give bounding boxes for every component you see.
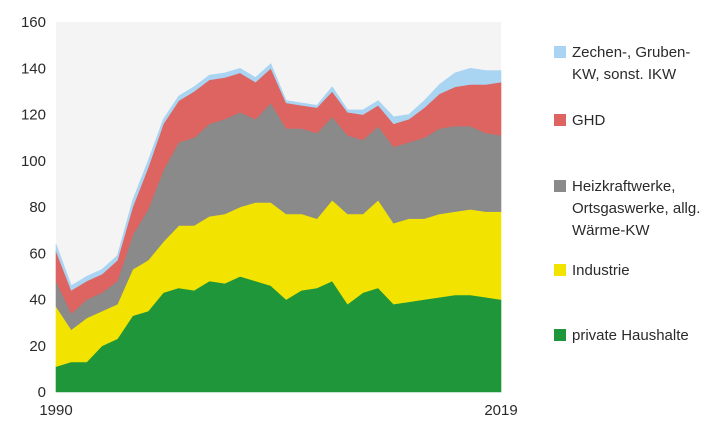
legend: Zechen-, Gruben- KW, sonst. IKW GHD Heizkra… xyxy=(554,44,700,344)
y-tick-label: 80 xyxy=(29,199,46,216)
x-tick-label: 1990 xyxy=(39,402,72,419)
legend-label: GHD xyxy=(572,112,606,129)
legend-swatch xyxy=(554,46,566,58)
y-tick-label: 60 xyxy=(29,245,46,262)
legend-label: private Haushalte xyxy=(572,327,689,344)
y-tick-label: 100 xyxy=(21,153,46,170)
y-tick-label: 20 xyxy=(29,338,46,355)
y-tick-label: 160 xyxy=(21,14,46,31)
legend-label: Zechen-, Gruben- xyxy=(572,44,690,61)
legend-label: Industrie xyxy=(572,262,630,279)
y-tick-label: 0 xyxy=(38,384,46,401)
area-layers xyxy=(55,63,502,393)
legend-swatch xyxy=(554,180,566,192)
y-tick-label: 40 xyxy=(29,292,46,309)
legend-swatch xyxy=(554,114,566,126)
legend-label: Ortsgaswerke, allg. xyxy=(572,200,700,217)
x-tick-label: 2019 xyxy=(484,402,517,419)
legend-swatch xyxy=(554,264,566,276)
x-axis: 1990 2019 xyxy=(39,402,517,419)
y-tick-label: 140 xyxy=(21,60,46,77)
legend-label: KW, sonst. IKW xyxy=(572,66,677,83)
area-series-4 xyxy=(55,63,502,291)
legend-label: Wärme-KW xyxy=(572,222,650,239)
y-tick-label: 120 xyxy=(21,107,46,124)
legend-swatch xyxy=(554,329,566,341)
legend-label: Heizkraftwerke, xyxy=(572,178,675,195)
y-axis: 0 20 40 60 80 100 120 140 160 xyxy=(21,14,46,401)
